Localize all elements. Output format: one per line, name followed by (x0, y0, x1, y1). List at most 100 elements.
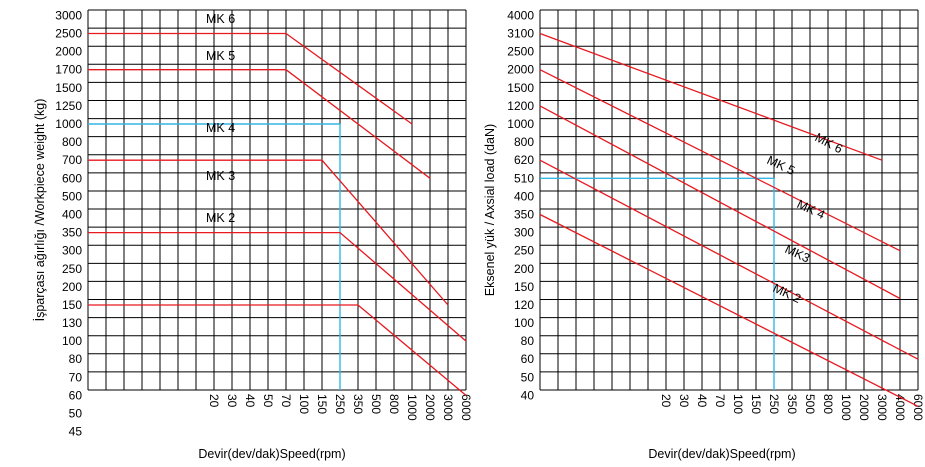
series-label: MK 6 (206, 12, 235, 26)
series-line-2 (539, 69, 901, 252)
series-label: MK 2 (206, 211, 235, 225)
series-line-5 (88, 304, 467, 396)
y-tick-label: 800 (514, 135, 534, 149)
series-label: MK 4 (795, 197, 827, 222)
y-tick-label: 200 (62, 280, 82, 294)
grid (539, 9, 919, 391)
y-tick-label: 400 (62, 207, 82, 221)
y-tick-label: 350 (62, 226, 82, 240)
y-tick-label: 300 (514, 226, 534, 240)
y-tick-label: 2500 (55, 27, 82, 41)
series-line-4 (88, 231, 467, 342)
x-tick-label: 350 (785, 394, 799, 414)
y-tick-label: 2000 (507, 63, 534, 77)
series-line-3 (88, 159, 449, 306)
y-tick-label: 1200 (507, 99, 534, 113)
y-tick-label: 100 (62, 334, 82, 348)
x-tick-label: 70 (279, 394, 293, 408)
series-line-5 (539, 213, 919, 407)
y-tick-label: 1000 (507, 117, 534, 131)
y-tick-label: 350 (514, 207, 534, 221)
x-tick-label: 150 (315, 394, 329, 414)
y-tick-label: 200 (514, 262, 534, 276)
series-line-1 (539, 32, 883, 161)
y-tick-label: 80 (521, 334, 535, 348)
x-tick-label: 70 (713, 394, 727, 408)
y-tick-label: 4000 (507, 8, 534, 22)
x-tick-label: 500 (369, 394, 383, 414)
series-label: MK 3 (206, 169, 235, 183)
y-tick-label: 2500 (507, 45, 534, 59)
y-tick-label: 700 (62, 153, 82, 167)
y-tick-label: 500 (62, 189, 82, 203)
y-tick-label: 620 (514, 153, 534, 167)
chart-2: 4000 3100 2500 2000 1500 1200 1000 800 620 510 400… (483, 8, 925, 461)
x-axis-title: Devir(dev/dak)Speed(rpm) (198, 447, 345, 461)
y-tick-label: 60 (69, 388, 83, 402)
y-tick-label: 120 (514, 298, 534, 312)
series-line-3 (539, 105, 901, 300)
y-tick-label: 130 (62, 316, 82, 330)
x-tick-label: 800 (387, 394, 401, 414)
y-tick-label: 50 (69, 407, 83, 421)
x-tick-label: 800 (821, 394, 835, 414)
chart-1: 3000 2500 2000 1700 1500 1250 1000 800 700 600 500… (33, 8, 473, 461)
y-axis-title: İşparçası ağırlığı /Workpiece weight (kg… (33, 99, 47, 322)
y-tick-label: 250 (514, 244, 534, 258)
x-tick-label: 6000 (911, 394, 925, 421)
x-tick-label: 500 (803, 394, 817, 414)
y-tick-label: 50 (521, 370, 535, 384)
x-tick-label: 2000 (423, 394, 437, 421)
series-label: MK 4 (206, 121, 235, 135)
series-line-4 (539, 159, 919, 360)
y-tick-label: 100 (514, 316, 534, 330)
x-tick-labels: 20 30 40 70 100 150 250 350 500 800 1000 2000 3000 40… (659, 394, 925, 421)
x-tick-label: 3000 (441, 394, 455, 421)
series-label: MK 5 (206, 49, 235, 63)
y-tick-label: 3100 (507, 27, 534, 41)
x-tick-label: 2000 (857, 394, 871, 421)
x-tick-label: 250 (767, 394, 781, 414)
x-tick-label: 100 (297, 394, 311, 414)
series-line-1 (88, 32, 413, 125)
x-tick-label: 50 (261, 394, 275, 408)
x-tick-labels: 20 30 40 50 70 100 150 250 350 500 800 1000 2000 3000… (207, 394, 473, 421)
x-tick-label: 1000 (405, 394, 419, 421)
y-tick-label: 150 (514, 280, 534, 294)
y-tick-label: 1700 (55, 63, 82, 77)
x-tick-label: 6000 (459, 394, 473, 421)
series-line-2 (88, 69, 431, 179)
x-tick-label: 30 (677, 394, 691, 408)
y-axis-title: Eksenel yük / Axsial load (daN) (483, 124, 497, 296)
guide-lines (540, 177, 775, 390)
x-tick-label: 4000 (893, 394, 907, 421)
y-tick-labels: 3000 2500 2000 1700 1500 1250 1000 800 700 600 500… (55, 8, 82, 438)
y-tick-label: 400 (514, 189, 534, 203)
x-tick-label: 20 (659, 394, 673, 408)
y-tick-label: 1500 (55, 81, 82, 95)
series-label: MK 6 (813, 130, 845, 156)
y-tick-labels: 4000 3100 2500 2000 1500 1200 1000 800 620 510 400… (507, 8, 534, 402)
y-tick-label: 45 (69, 425, 83, 439)
y-tick-label: 60 (521, 352, 535, 366)
x-tick-label: 30 (225, 394, 239, 408)
x-axis-title: Devir(dev/dak)Speed(rpm) (648, 447, 795, 461)
y-tick-label: 70 (69, 370, 83, 384)
series-label: MK 2 (771, 281, 803, 306)
y-tick-label: 1500 (507, 81, 534, 95)
y-tick-label: 1250 (55, 99, 82, 113)
y-tick-label: 1000 (55, 117, 82, 131)
y-tick-label: 80 (69, 352, 83, 366)
x-tick-label: 1000 (839, 394, 853, 421)
x-tick-label: 350 (351, 394, 365, 414)
x-tick-label: 20 (207, 394, 221, 408)
grid (87, 9, 467, 391)
y-tick-label: 2000 (55, 45, 82, 59)
guide-lines (88, 123, 341, 390)
y-tick-label: 510 (514, 171, 534, 185)
x-tick-label: 40 (695, 394, 709, 408)
y-tick-label: 250 (62, 262, 82, 276)
